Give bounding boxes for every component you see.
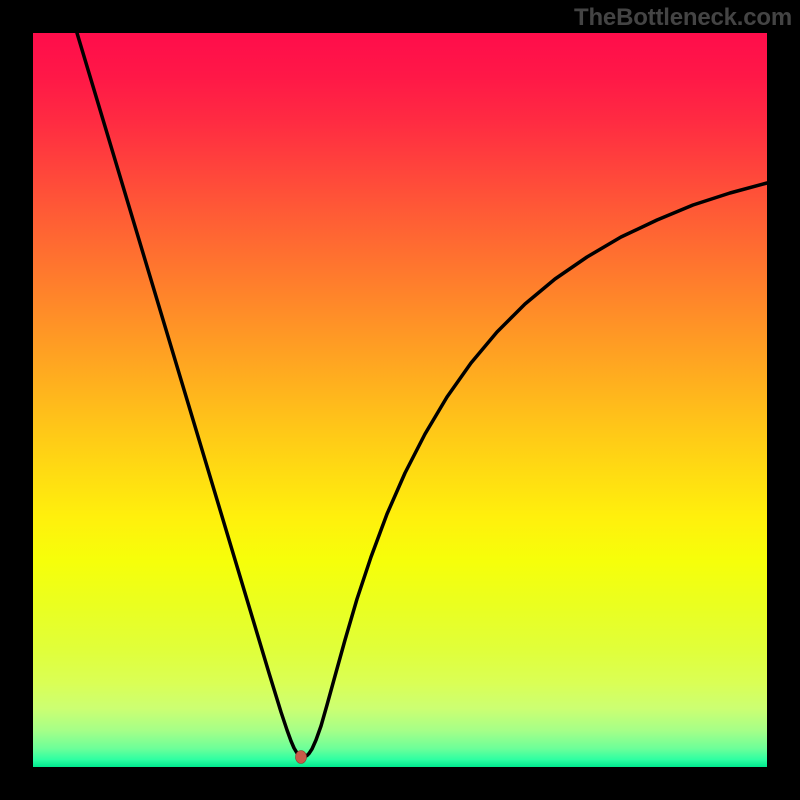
plot-area [33, 33, 767, 767]
watermark-text: TheBottleneck.com [574, 4, 792, 32]
minimum-marker [296, 751, 307, 764]
bottleneck-curve [77, 33, 767, 757]
chart-container: TheBottleneck.com [0, 0, 800, 800]
curve-layer [33, 33, 767, 767]
